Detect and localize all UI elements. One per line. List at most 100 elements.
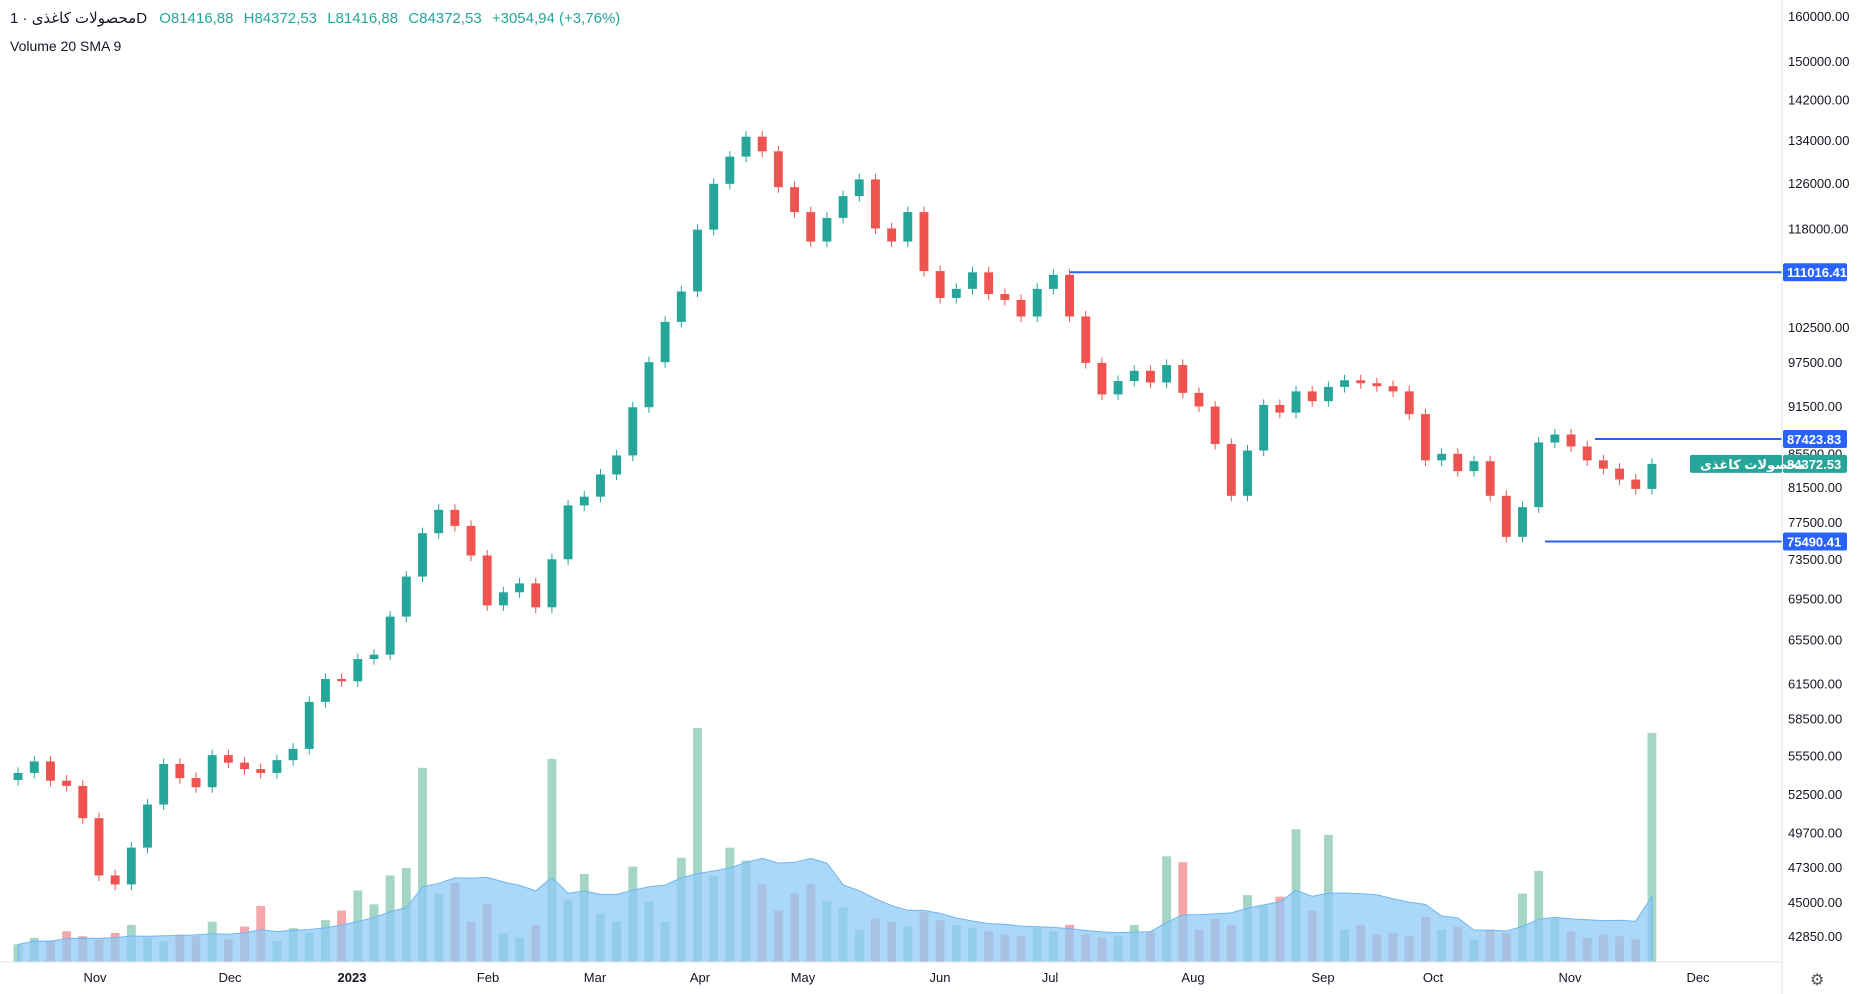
level-price-tag: 87423.83 (1787, 432, 1841, 447)
volume-bar (1162, 856, 1172, 962)
candle-body (175, 763, 185, 779)
candle-body (482, 555, 492, 606)
candle-body (1404, 391, 1414, 415)
price-tick-label: 65500.00 (1788, 633, 1842, 648)
price-tick-label: 97500.00 (1788, 355, 1842, 370)
candle-body (126, 847, 136, 885)
level-price-tag: 75490.41 (1787, 535, 1841, 550)
candle-body (1550, 434, 1560, 443)
candle-body (353, 659, 363, 682)
candle-body (1000, 294, 1010, 300)
time-tick-label: Jun (930, 970, 951, 985)
candle-body (968, 272, 977, 289)
candle-body (984, 272, 994, 295)
change-value: +3054,94 (+3,76%) (491, 10, 621, 27)
price-tick-label: 142000.00 (1788, 92, 1849, 107)
candle-body (94, 818, 104, 876)
candle-body (13, 772, 23, 780)
volume-bar (547, 758, 557, 962)
candle-body (1162, 365, 1172, 383)
last-price-tag: 84372.53 (1787, 457, 1841, 472)
price-axis[interactable]: 160000.00 150000.00 142000.00 134000.00 1260… (1788, 9, 1849, 944)
candle-body (725, 156, 735, 184)
candle-body (1097, 362, 1107, 395)
candle-body (563, 505, 573, 560)
symbol-legend: محصولات کاغذی · 1D O81416,88 H84372,53 L… (10, 9, 626, 27)
candle-body (498, 592, 508, 606)
candle-body (1340, 380, 1350, 387)
candle-body (1485, 461, 1495, 496)
candle-body (434, 509, 444, 534)
price-tick-label: 55500.00 (1788, 748, 1842, 763)
candle-body (1291, 391, 1301, 413)
price-tick-label: 58500.00 (1788, 712, 1842, 727)
candle-body (1469, 461, 1479, 472)
candle-body (1356, 380, 1366, 384)
volume-bar (693, 728, 702, 962)
candle-body (644, 362, 654, 408)
volume-sma-area (17, 857, 1653, 963)
candle-body (838, 196, 848, 218)
time-tick-label: Nov (83, 970, 107, 985)
candle-body (1501, 495, 1511, 537)
candle-body (854, 179, 864, 197)
candle-body (240, 762, 250, 770)
price-tick-label: 91500.00 (1788, 399, 1842, 414)
price-tick-label: 42850.00 (1788, 929, 1842, 944)
price-tags: 111016.4187423.8375490.4185500.0084372.5… (1690, 263, 1847, 551)
open-value: O81416,88 (159, 10, 234, 27)
price-tick-label: 77500.00 (1788, 515, 1842, 530)
gear-icon[interactable]: ⚙ (1810, 972, 1825, 989)
candle-body (466, 525, 476, 556)
low-value: L81416,88 (327, 10, 399, 27)
candle-body (1388, 386, 1398, 392)
time-axis[interactable]: Nov Dec 2023 Feb Mar Apr May Jun Jul Aug Sep Oct Nov… (83, 970, 1710, 985)
ohlc-values: O81416,88 H84372,53 L81416,88 C84372,53 … (159, 10, 626, 27)
candle-body (806, 212, 816, 242)
time-tick-label: Jul (1042, 970, 1059, 985)
candle-body (951, 288, 961, 298)
candle-body (1453, 453, 1463, 472)
candle-body (207, 755, 217, 788)
time-tick-label: Oct (1423, 970, 1444, 985)
candle-body (223, 755, 233, 763)
candle-body (401, 576, 411, 617)
time-tick-label: Sep (1311, 970, 1334, 985)
candle-body (369, 654, 379, 660)
level-price-tag-bg (1783, 430, 1847, 449)
candle-body (676, 291, 686, 322)
candle-body (1566, 434, 1576, 447)
candle-body (1016, 299, 1026, 317)
price-tick-label: 150000.00 (1788, 54, 1849, 69)
candle-body (143, 804, 152, 848)
interval-label[interactable]: 1D (10, 10, 148, 27)
candle-body (595, 474, 605, 497)
candle-body (1615, 468, 1625, 480)
candle-body (579, 496, 589, 506)
candle-body (29, 761, 39, 773)
candle-body (612, 455, 622, 475)
candle-body (110, 875, 120, 885)
candle-body (709, 183, 719, 230)
candle-body (1145, 370, 1155, 383)
candle-body (790, 187, 800, 213)
price-tick-label: 52500.00 (1788, 787, 1842, 802)
candle-body (773, 151, 783, 188)
close-value: C84372,53 (408, 10, 482, 27)
volume-indicator-legend[interactable]: Volume 20 SMA 9 (10, 38, 122, 54)
time-tick-label: Dec (1686, 970, 1710, 985)
symbol-name[interactable]: محصولات کاغذی (31, 10, 137, 27)
candles-layer (13, 131, 1657, 891)
price-tick-label: 73500.00 (1788, 552, 1842, 567)
candle-body (628, 407, 638, 456)
candle-body (1226, 444, 1236, 496)
candle-body (78, 785, 88, 819)
price-tick-label: 160000.00 (1788, 9, 1849, 24)
candle-body (1437, 453, 1447, 461)
levels-layer (1070, 271, 1782, 543)
candle-body (337, 679, 347, 682)
candle-body (304, 701, 314, 749)
candle-body (320, 679, 330, 702)
volume-bar (1534, 870, 1544, 962)
